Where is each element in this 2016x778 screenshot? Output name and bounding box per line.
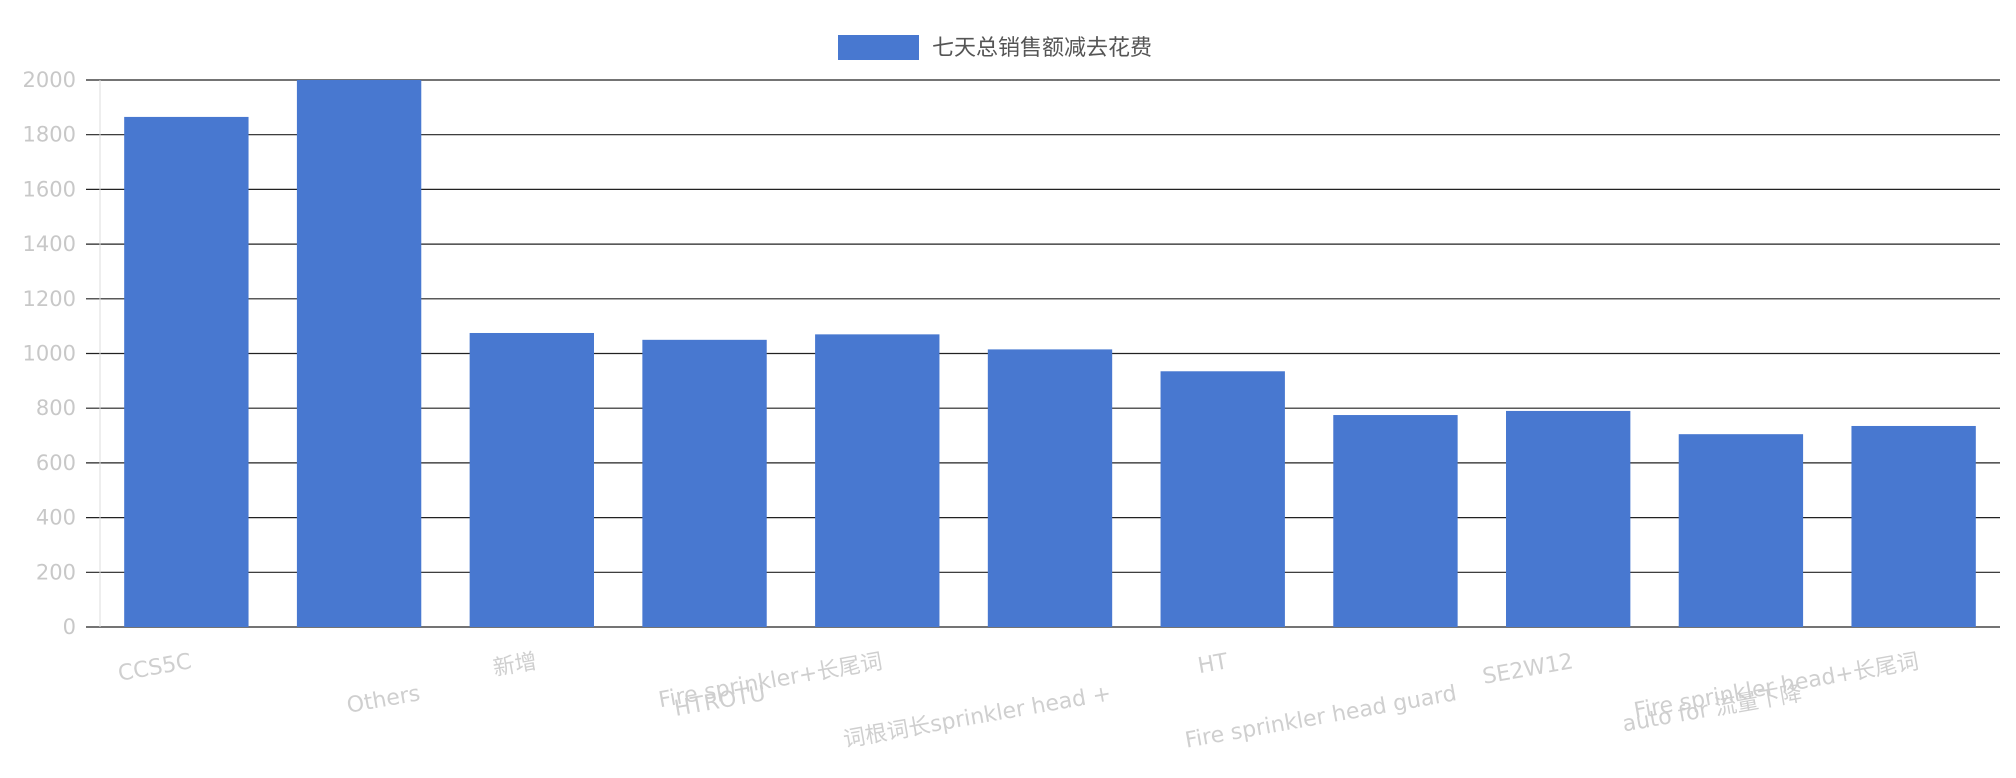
x-tick-label: SE2W12 xyxy=(1481,649,1576,690)
y-tick-label: 1200 xyxy=(23,287,76,311)
x-tick-label: Fire sprinkler head+长尾词 xyxy=(1632,649,1921,724)
bar[interactable] xyxy=(815,334,940,627)
x-tick-label: 词根词长sprinkler head + xyxy=(842,681,1114,753)
bar[interactable] xyxy=(1333,415,1458,627)
bar[interactable] xyxy=(1506,410,1631,627)
x-tick-label: Fire sprinkler head guard xyxy=(1183,681,1458,753)
bar[interactable] xyxy=(296,80,422,627)
legend[interactable]: 七天总销售额减去花费 xyxy=(838,35,1152,61)
x-tick-label: 新增 xyxy=(491,649,539,681)
y-tick-label: 1800 xyxy=(23,123,76,147)
bar[interactable] xyxy=(642,339,767,627)
x-tick-label: Fire sprinkler+长尾词 xyxy=(657,649,885,713)
x-tick-label: HT xyxy=(1196,649,1230,679)
y-tick-label: 1000 xyxy=(23,342,76,366)
y-tick-label: 1400 xyxy=(23,232,76,256)
bar[interactable] xyxy=(987,349,1113,627)
bar[interactable] xyxy=(469,332,594,627)
y-axis: 0 200 400 600 800 1000 1200 1400 1600 1800 2000 xyxy=(23,68,101,639)
y-tick-label: 1600 xyxy=(23,177,76,201)
y-tick-label: 400 xyxy=(36,506,76,530)
bar[interactable] xyxy=(1851,425,1976,627)
bars xyxy=(124,80,1976,628)
legend-label[interactable]: 七天总销售额减去花费 xyxy=(932,36,1152,61)
y-tick-label: 2000 xyxy=(23,68,76,92)
x-tick-label: Others xyxy=(345,681,422,718)
bar[interactable] xyxy=(124,116,249,628)
y-tick-label: 200 xyxy=(36,560,76,584)
y-tick-label: 600 xyxy=(36,451,76,475)
bar[interactable] xyxy=(1160,371,1285,627)
bar[interactable] xyxy=(1678,434,1804,627)
legend-swatch[interactable] xyxy=(838,35,919,60)
y-tick-label: 800 xyxy=(36,396,76,420)
y-tick-label: 0 xyxy=(63,615,76,639)
x-tick-label: CCS5C xyxy=(116,649,193,686)
